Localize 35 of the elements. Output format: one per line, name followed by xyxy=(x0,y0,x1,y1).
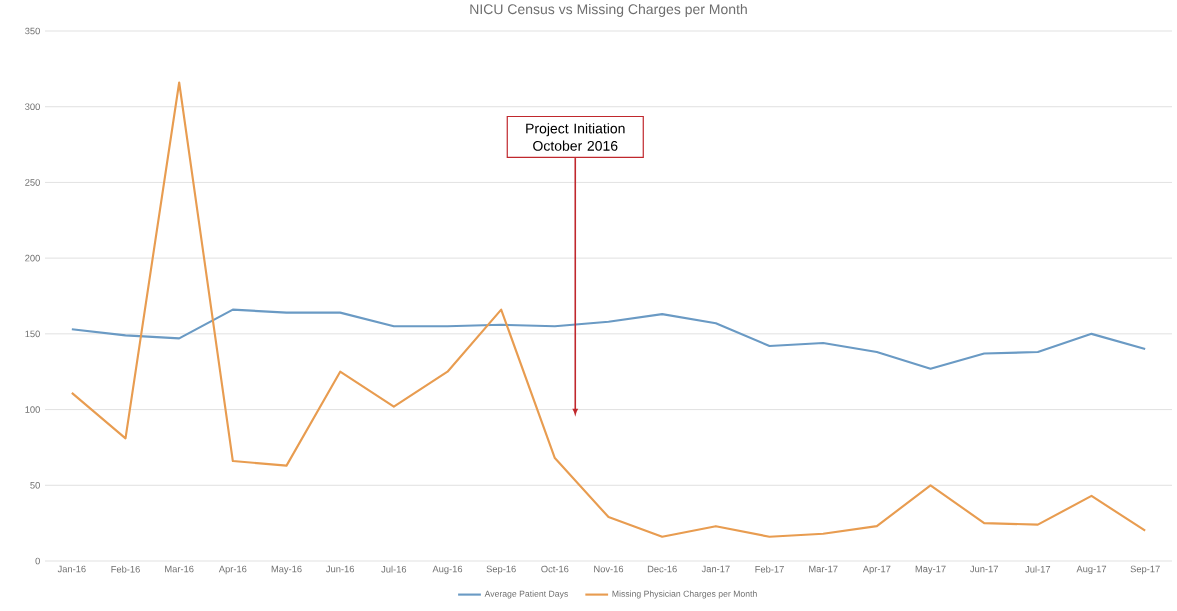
x-tick-label: Sep-17 xyxy=(1130,565,1160,575)
chart-title: NICU Census vs Missing Charges per Month xyxy=(470,3,747,17)
x-tick-label: Oct-16 xyxy=(541,565,569,573)
y-tick-label: 100 xyxy=(25,406,40,413)
x-tick-label: Dec-16 xyxy=(647,565,677,573)
x-tick-label: May-17 xyxy=(915,565,946,575)
line-series xyxy=(70,308,1147,370)
x-tick-label: Jan-16 xyxy=(57,565,86,573)
x-tick-label: Sep-16 xyxy=(486,565,516,575)
y-tick-label: 150 xyxy=(25,330,40,338)
x-tick-label: Aug-16 xyxy=(432,565,463,575)
x-tick-label: Feb-16 xyxy=(111,565,140,573)
line-series xyxy=(70,81,1147,538)
x-tick-label: Jan-17 xyxy=(701,565,730,573)
y-tick-label: 200 xyxy=(25,254,40,262)
x-tick-label: Jun-16 xyxy=(326,565,355,573)
x-tick-label: May-16 xyxy=(271,565,302,575)
x-tick-label: Apr-17 xyxy=(862,565,891,575)
x-tick-label: Jul-17 xyxy=(1025,565,1051,573)
x-tick-label: Jul-16 xyxy=(381,565,407,573)
x-tick-label: Feb-17 xyxy=(755,565,784,573)
y-tick-label: 0 xyxy=(35,557,40,565)
x-tick-label: Apr-16 xyxy=(218,565,247,575)
y-tick-label: 250 xyxy=(25,179,40,186)
y-tick-label: 50 xyxy=(30,482,40,489)
x-tick-label: Jun-17 xyxy=(970,565,998,573)
x-tick-label: Mar-17 xyxy=(809,565,838,573)
y-tick-label: 300 xyxy=(25,103,40,111)
y-tick-label: 350 xyxy=(25,27,40,35)
x-tick-label: Nov-16 xyxy=(594,565,624,573)
annotation: Project Initiation October 2016 xyxy=(526,123,625,151)
x-tick-label: Mar-16 xyxy=(165,565,194,573)
x-tick-label: Aug-17 xyxy=(1076,565,1107,575)
legend-label: Missing Physician Charges per Month xyxy=(612,590,757,599)
legend-label: Average Patient Days xyxy=(484,590,568,599)
